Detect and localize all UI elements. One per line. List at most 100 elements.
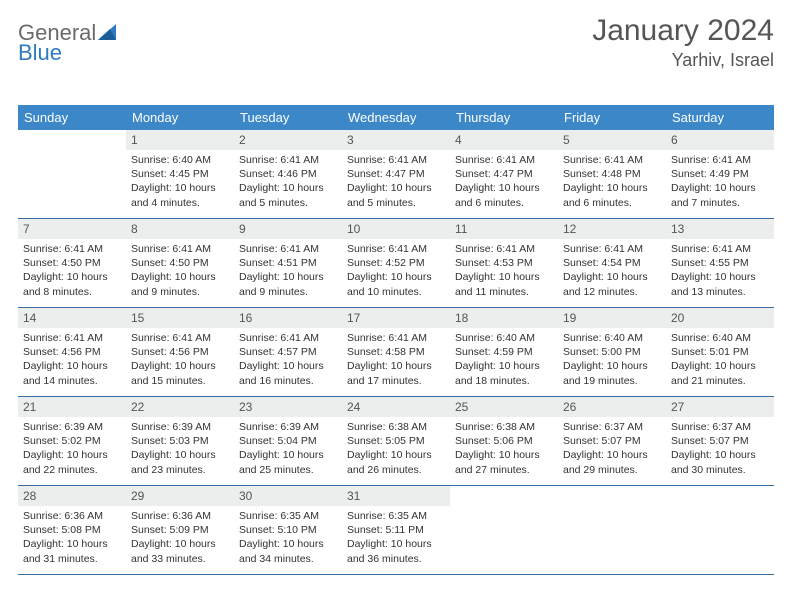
day-body: Sunrise: 6:40 AMSunset: 4:45 PMDaylight:… — [126, 150, 234, 216]
day-cell: 26Sunrise: 6:37 AMSunset: 5:07 PMDayligh… — [558, 397, 666, 485]
daylight-text: Daylight: 10 hours and 27 minutes. — [455, 448, 553, 476]
daylight-text: Daylight: 10 hours and 23 minutes. — [131, 448, 229, 476]
dow-monday: Monday — [126, 105, 234, 130]
day-body: Sunrise: 6:41 AMSunset: 4:50 PMDaylight:… — [126, 239, 234, 305]
day-body: Sunrise: 6:41 AMSunset: 4:56 PMDaylight:… — [18, 328, 126, 394]
sunset-text: Sunset: 4:50 PM — [131, 256, 229, 270]
day-number — [666, 486, 774, 492]
sunrise-text: Sunrise: 6:41 AM — [239, 242, 337, 256]
calendar: Sunday Monday Tuesday Wednesday Thursday… — [18, 105, 774, 575]
day-body: Sunrise: 6:40 AMSunset: 5:00 PMDaylight:… — [558, 328, 666, 394]
sunrise-text: Sunrise: 6:41 AM — [563, 153, 661, 167]
sunset-text: Sunset: 4:53 PM — [455, 256, 553, 270]
day-cell: 3Sunrise: 6:41 AMSunset: 4:47 PMDaylight… — [342, 130, 450, 218]
sunset-text: Sunset: 5:04 PM — [239, 434, 337, 448]
sunset-text: Sunset: 4:54 PM — [563, 256, 661, 270]
daylight-text: Daylight: 10 hours and 14 minutes. — [23, 359, 121, 387]
sunset-text: Sunset: 4:45 PM — [131, 167, 229, 181]
day-number: 30 — [234, 486, 342, 506]
day-number: 8 — [126, 219, 234, 239]
sunrise-text: Sunrise: 6:39 AM — [239, 420, 337, 434]
sunset-text: Sunset: 5:01 PM — [671, 345, 769, 359]
sunset-text: Sunset: 5:07 PM — [671, 434, 769, 448]
day-body: Sunrise: 6:41 AMSunset: 4:46 PMDaylight:… — [234, 150, 342, 216]
sunrise-text: Sunrise: 6:41 AM — [671, 242, 769, 256]
day-number: 15 — [126, 308, 234, 328]
day-cell — [666, 486, 774, 574]
day-cell — [18, 130, 126, 218]
day-number: 18 — [450, 308, 558, 328]
day-cell: 30Sunrise: 6:35 AMSunset: 5:10 PMDayligh… — [234, 486, 342, 574]
day-cell: 20Sunrise: 6:40 AMSunset: 5:01 PMDayligh… — [666, 308, 774, 396]
sunrise-text: Sunrise: 6:41 AM — [455, 153, 553, 167]
sunset-text: Sunset: 4:48 PM — [563, 167, 661, 181]
day-body: Sunrise: 6:40 AMSunset: 5:01 PMDaylight:… — [666, 328, 774, 394]
sunset-text: Sunset: 4:52 PM — [347, 256, 445, 270]
day-number: 7 — [18, 219, 126, 239]
sunrise-text: Sunrise: 6:41 AM — [131, 242, 229, 256]
day-body: Sunrise: 6:35 AMSunset: 5:10 PMDaylight:… — [234, 506, 342, 572]
daylight-text: Daylight: 10 hours and 7 minutes. — [671, 181, 769, 209]
sunset-text: Sunset: 5:09 PM — [131, 523, 229, 537]
day-number — [450, 486, 558, 492]
day-body: Sunrise: 6:36 AMSunset: 5:09 PMDaylight:… — [126, 506, 234, 572]
day-cell: 19Sunrise: 6:40 AMSunset: 5:00 PMDayligh… — [558, 308, 666, 396]
day-body: Sunrise: 6:41 AMSunset: 4:49 PMDaylight:… — [666, 150, 774, 216]
header: General January 2024 Yarhiv, Israel — [18, 14, 774, 71]
day-number — [18, 130, 126, 136]
sunset-text: Sunset: 4:50 PM — [23, 256, 121, 270]
week-row: 7Sunrise: 6:41 AMSunset: 4:50 PMDaylight… — [18, 219, 774, 308]
day-number: 26 — [558, 397, 666, 417]
sunrise-text: Sunrise: 6:40 AM — [131, 153, 229, 167]
day-number: 19 — [558, 308, 666, 328]
sunset-text: Sunset: 4:47 PM — [455, 167, 553, 181]
dow-row: Sunday Monday Tuesday Wednesday Thursday… — [18, 105, 774, 130]
day-number: 6 — [666, 130, 774, 150]
sunrise-text: Sunrise: 6:41 AM — [347, 242, 445, 256]
sunrise-text: Sunrise: 6:40 AM — [563, 331, 661, 345]
daylight-text: Daylight: 10 hours and 9 minutes. — [131, 270, 229, 298]
week-row: 28Sunrise: 6:36 AMSunset: 5:08 PMDayligh… — [18, 486, 774, 575]
day-number — [558, 486, 666, 492]
day-number: 2 — [234, 130, 342, 150]
day-cell: 15Sunrise: 6:41 AMSunset: 4:56 PMDayligh… — [126, 308, 234, 396]
sunrise-text: Sunrise: 6:38 AM — [455, 420, 553, 434]
day-body: Sunrise: 6:41 AMSunset: 4:55 PMDaylight:… — [666, 239, 774, 305]
sunrise-text: Sunrise: 6:41 AM — [23, 242, 121, 256]
daylight-text: Daylight: 10 hours and 5 minutes. — [347, 181, 445, 209]
day-cell: 18Sunrise: 6:40 AMSunset: 4:59 PMDayligh… — [450, 308, 558, 396]
day-number: 11 — [450, 219, 558, 239]
day-body: Sunrise: 6:41 AMSunset: 4:50 PMDaylight:… — [18, 239, 126, 305]
daylight-text: Daylight: 10 hours and 6 minutes. — [563, 181, 661, 209]
sunset-text: Sunset: 5:06 PM — [455, 434, 553, 448]
sunset-text: Sunset: 5:11 PM — [347, 523, 445, 537]
day-body: Sunrise: 6:39 AMSunset: 5:03 PMDaylight:… — [126, 417, 234, 483]
sunrise-text: Sunrise: 6:35 AM — [239, 509, 337, 523]
day-body: Sunrise: 6:35 AMSunset: 5:11 PMDaylight:… — [342, 506, 450, 572]
day-cell: 16Sunrise: 6:41 AMSunset: 4:57 PMDayligh… — [234, 308, 342, 396]
daylight-text: Daylight: 10 hours and 4 minutes. — [131, 181, 229, 209]
day-cell: 8Sunrise: 6:41 AMSunset: 4:50 PMDaylight… — [126, 219, 234, 307]
day-number: 4 — [450, 130, 558, 150]
day-cell: 9Sunrise: 6:41 AMSunset: 4:51 PMDaylight… — [234, 219, 342, 307]
sunset-text: Sunset: 5:03 PM — [131, 434, 229, 448]
day-number: 17 — [342, 308, 450, 328]
day-body: Sunrise: 6:37 AMSunset: 5:07 PMDaylight:… — [666, 417, 774, 483]
week-row: 14Sunrise: 6:41 AMSunset: 4:56 PMDayligh… — [18, 308, 774, 397]
sunrise-text: Sunrise: 6:41 AM — [563, 242, 661, 256]
day-number: 23 — [234, 397, 342, 417]
daylight-text: Daylight: 10 hours and 16 minutes. — [239, 359, 337, 387]
day-cell: 13Sunrise: 6:41 AMSunset: 4:55 PMDayligh… — [666, 219, 774, 307]
day-cell: 22Sunrise: 6:39 AMSunset: 5:03 PMDayligh… — [126, 397, 234, 485]
sunset-text: Sunset: 4:46 PM — [239, 167, 337, 181]
sunrise-text: Sunrise: 6:38 AM — [347, 420, 445, 434]
day-number: 21 — [18, 397, 126, 417]
sunrise-text: Sunrise: 6:41 AM — [131, 331, 229, 345]
day-body: Sunrise: 6:36 AMSunset: 5:08 PMDaylight:… — [18, 506, 126, 572]
day-body: Sunrise: 6:41 AMSunset: 4:58 PMDaylight:… — [342, 328, 450, 394]
sunrise-text: Sunrise: 6:39 AM — [131, 420, 229, 434]
day-number: 9 — [234, 219, 342, 239]
day-cell: 6Sunrise: 6:41 AMSunset: 4:49 PMDaylight… — [666, 130, 774, 218]
day-body: Sunrise: 6:39 AMSunset: 5:04 PMDaylight:… — [234, 417, 342, 483]
day-cell: 12Sunrise: 6:41 AMSunset: 4:54 PMDayligh… — [558, 219, 666, 307]
